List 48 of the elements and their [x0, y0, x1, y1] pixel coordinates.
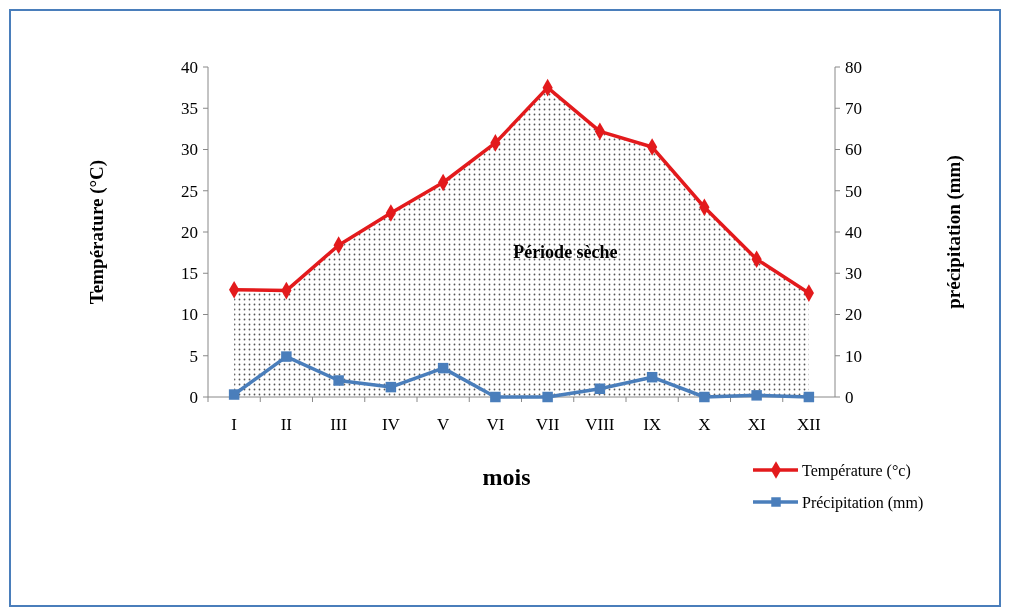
y-tick-label: 25 [181, 181, 198, 201]
point [281, 351, 292, 362]
y2-tick-label: 60 [845, 140, 862, 160]
point [333, 375, 344, 386]
annotation: Période sèche [513, 242, 618, 263]
point [385, 381, 397, 393]
y-tick-label: 30 [181, 140, 198, 160]
y2-axis-title: précipitation (mm) [943, 155, 965, 309]
point [803, 391, 815, 403]
legend-label: Précipitation (mm) [802, 493, 924, 512]
x-tick-label: X [698, 415, 711, 434]
y2-tick-label: 10 [845, 346, 862, 366]
point [646, 371, 658, 383]
x-tick-label: I [231, 415, 238, 434]
y2-tick-label: 20 [845, 305, 862, 325]
y-tick-label: 40 [181, 57, 198, 77]
y2-tick-label: 70 [845, 99, 862, 119]
point [699, 391, 710, 403]
y2-tick-label: 40 [845, 222, 862, 242]
y2-tick-label: 30 [845, 264, 862, 284]
y-tick-label: 0 [189, 387, 198, 407]
x-tick-label: V [436, 415, 450, 434]
point [594, 383, 606, 394]
y2-tick-label: 80 [845, 57, 862, 77]
x-tick-label: III [330, 415, 348, 434]
legend-label: Température (°c) [802, 461, 911, 480]
point [490, 391, 501, 403]
point [228, 389, 240, 400]
point [437, 362, 449, 374]
x-tick-label: VII [535, 415, 560, 434]
y-tick-label: 5 [189, 346, 198, 366]
x-tick-label: IV [381, 415, 401, 434]
x-tick-label: IX [643, 415, 662, 434]
point [542, 391, 553, 403]
x-tick-label: VI [486, 415, 505, 434]
y-tick-label: 10 [181, 305, 198, 325]
x-tick-label: XI [747, 415, 766, 434]
x-tick-label: VIII [585, 415, 615, 434]
x-tick-label: XII [797, 415, 822, 434]
y-tick-label: 20 [181, 222, 198, 242]
y2-tick-label: 0 [845, 387, 854, 407]
x-axis-title: mois [482, 464, 531, 490]
x-tick-label: II [280, 415, 293, 434]
point [751, 390, 762, 401]
y-tick-label: 15 [181, 264, 198, 284]
y-tick-label: 35 [181, 99, 198, 119]
y-axis-title: Température (°C) [86, 159, 108, 305]
y2-tick-label: 50 [845, 181, 862, 201]
